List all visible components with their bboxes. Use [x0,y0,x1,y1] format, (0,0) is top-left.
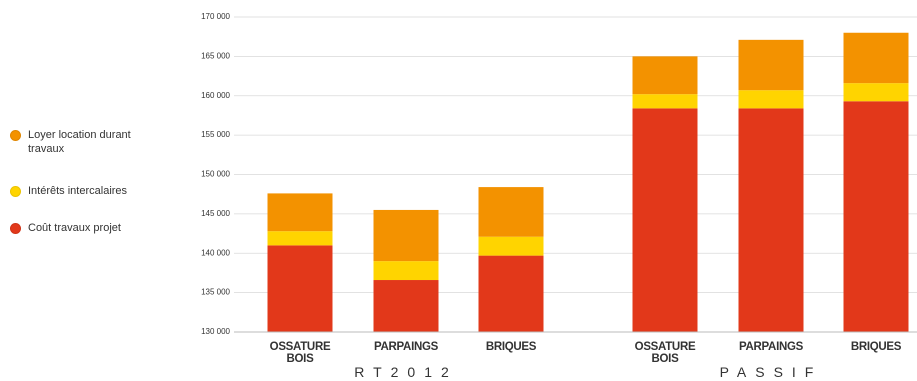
group-label: PASSIF [719,364,823,380]
legend-item: Intérêts intercalaires [10,184,148,198]
bar-segment [632,56,698,95]
x-tick-label: BRIQUES [485,341,537,353]
y-tick-label: 160 000 [201,91,230,100]
group-label: RT2012 [354,364,458,380]
bar-segment [478,236,544,256]
legend-marker [10,186,21,197]
bar-segment [632,94,698,109]
legend-marker [10,223,21,234]
legend-label: Intérêts intercalaires [28,185,128,197]
bar-segment [373,280,439,332]
bar-segment [632,108,698,332]
bar-segment [267,245,333,332]
y-tick-label: 155 000 [201,130,230,139]
bar-segment [267,231,333,246]
bar-segment [478,187,544,237]
bar-segment [843,101,909,332]
legend-item: Coût travaux projet [10,221,148,235]
bar-segment [267,193,333,232]
bar-segment [843,32,909,84]
y-tick-label: 165 000 [201,51,230,60]
x-tick-label: OSSATURE BOIS [269,341,331,365]
bar-segment [738,108,804,332]
y-tick-label: 135 000 [201,288,230,297]
y-tick-label: 145 000 [201,209,230,218]
legend-marker [10,130,21,141]
bar-segment [738,90,804,109]
legend-item: Loyer location durant travaux [10,128,148,156]
legend-label: Coût travaux projet [28,222,121,234]
bar-segment [738,39,804,91]
bar-segment [373,261,439,281]
y-tick-label: 150 000 [201,170,230,179]
x-tick-label: PARPAINGS [739,341,803,353]
bar-segment [478,255,544,332]
legend-label: Loyer location durant travaux [28,129,131,155]
x-tick-label: BRIQUES [850,341,902,353]
y-tick-label: 130 000 [201,327,230,336]
y-tick-label: 170 000 [201,12,230,21]
x-tick-label: OSSATURE BOIS [634,341,696,365]
x-tick-label: PARPAINGS [374,341,438,353]
bar-segment [843,83,909,102]
bar-segment [373,209,439,262]
y-tick-label: 140 000 [201,248,230,257]
